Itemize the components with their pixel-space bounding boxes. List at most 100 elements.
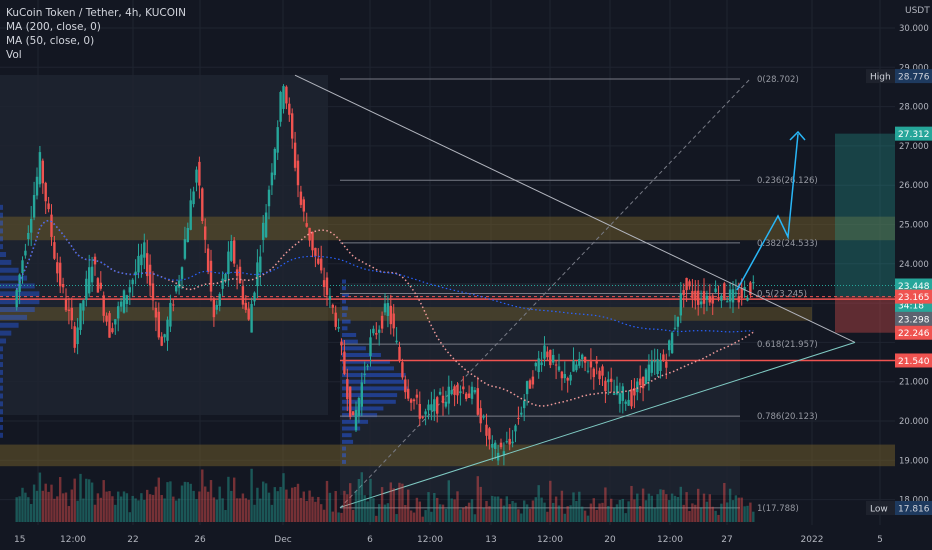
candle-body: [511, 442, 513, 444]
candle-body: [424, 411, 426, 414]
candle-body: [607, 379, 609, 382]
candle-body: [468, 394, 470, 398]
candle-body: [253, 293, 255, 302]
volume-bar: [155, 487, 157, 522]
candle-body: [422, 417, 424, 418]
ma50-legend: MA (50, close, 0): [6, 34, 186, 48]
volume-bar: [352, 510, 354, 522]
candle-body: [97, 278, 99, 292]
candle-body: [685, 278, 687, 290]
volume-bar: [91, 483, 93, 522]
volume-bar: [245, 498, 247, 522]
candle-body: [390, 306, 392, 324]
volume-bar: [549, 481, 551, 522]
volume-bar: [134, 498, 136, 522]
volume-profile-bar: [0, 354, 3, 359]
volume-bar: [158, 478, 160, 522]
candle-body: [42, 161, 44, 184]
candle-body: [555, 364, 557, 365]
price-tick-label: 27.000: [899, 142, 929, 152]
candle-body: [549, 350, 551, 365]
volume-bar: [253, 505, 255, 522]
candle-body: [398, 347, 400, 361]
candle-body: [526, 381, 528, 394]
volume-bar: [497, 496, 499, 522]
volume-bar: [343, 491, 345, 522]
volume-bar: [329, 493, 331, 522]
volume-bar: [279, 487, 281, 522]
volume-bar: [395, 514, 397, 522]
volume-bar: [503, 506, 505, 522]
candle-body: [291, 113, 293, 138]
candle-body: [453, 386, 455, 395]
fib-label: 0(28.702): [757, 75, 799, 85]
volume-bar: [346, 494, 348, 522]
time-tick-label: 12:00: [60, 535, 86, 545]
candle-body: [192, 192, 194, 205]
candle-body: [714, 289, 716, 293]
volume-bar: [593, 498, 595, 522]
volume-bar: [198, 491, 200, 522]
volume-bar: [561, 491, 563, 522]
time-tick-label: 12:00: [537, 535, 563, 545]
volume-profile-bar: [0, 236, 3, 241]
volume-bar: [610, 499, 612, 522]
candle-body: [285, 87, 287, 104]
candle-body: [355, 410, 357, 430]
candle-body: [691, 291, 693, 298]
volume-bar: [601, 503, 603, 522]
volume-bar: [700, 507, 702, 522]
volume-bar: [491, 496, 493, 522]
volume-bar: [16, 497, 18, 522]
volume-profile-bar: [0, 252, 6, 257]
volume-bar: [451, 499, 453, 522]
volume-bar: [680, 487, 682, 522]
candle-body: [636, 381, 638, 392]
chart-legend: KuCoin Token / Tether, 4h, KUCOIN MA (20…: [6, 6, 186, 62]
candle-body: [439, 392, 441, 395]
volume-bar: [683, 505, 685, 522]
volume-bar: [422, 517, 424, 522]
candle-body: [375, 333, 377, 335]
candle-body: [239, 267, 241, 283]
candle-body: [700, 301, 702, 304]
candle-body: [50, 215, 52, 237]
candle-body: [697, 291, 699, 305]
price-tick-label: 24.000: [899, 260, 929, 270]
candle-body: [332, 305, 334, 308]
candle-body: [265, 213, 267, 238]
candle-body: [433, 399, 435, 411]
volume-bar: [636, 494, 638, 522]
volume-bar: [404, 505, 406, 522]
candle-body: [129, 287, 131, 292]
volume-profile-bar: [0, 338, 6, 343]
candle-body: [161, 337, 163, 346]
volume-bar: [161, 495, 163, 522]
candle-body: [378, 330, 380, 333]
volume-profile-bar: [342, 280, 346, 284]
volume-bar: [42, 491, 44, 522]
volume-bar: [729, 489, 731, 522]
candle-body: [207, 249, 209, 272]
candle-body: [120, 302, 122, 307]
candle-body: [517, 418, 519, 419]
volume-bar: [749, 503, 751, 522]
volume-bar: [413, 513, 415, 522]
volume-bar: [514, 503, 516, 522]
candle-body: [410, 399, 412, 402]
volume-bar: [79, 474, 81, 522]
candle-body: [477, 388, 479, 415]
candle-body: [149, 265, 151, 286]
volume-bar: [216, 500, 218, 522]
volume-bar: [137, 500, 139, 522]
candle-body: [88, 267, 90, 293]
volume-profile-bar: [0, 260, 11, 265]
volume-profile-bar: [0, 433, 3, 438]
volume-bar: [436, 498, 438, 522]
candle-body: [514, 426, 516, 432]
volume-bar: [140, 493, 142, 522]
candle-body: [445, 402, 447, 407]
volume-bar: [169, 481, 171, 522]
candle-body: [442, 396, 444, 403]
